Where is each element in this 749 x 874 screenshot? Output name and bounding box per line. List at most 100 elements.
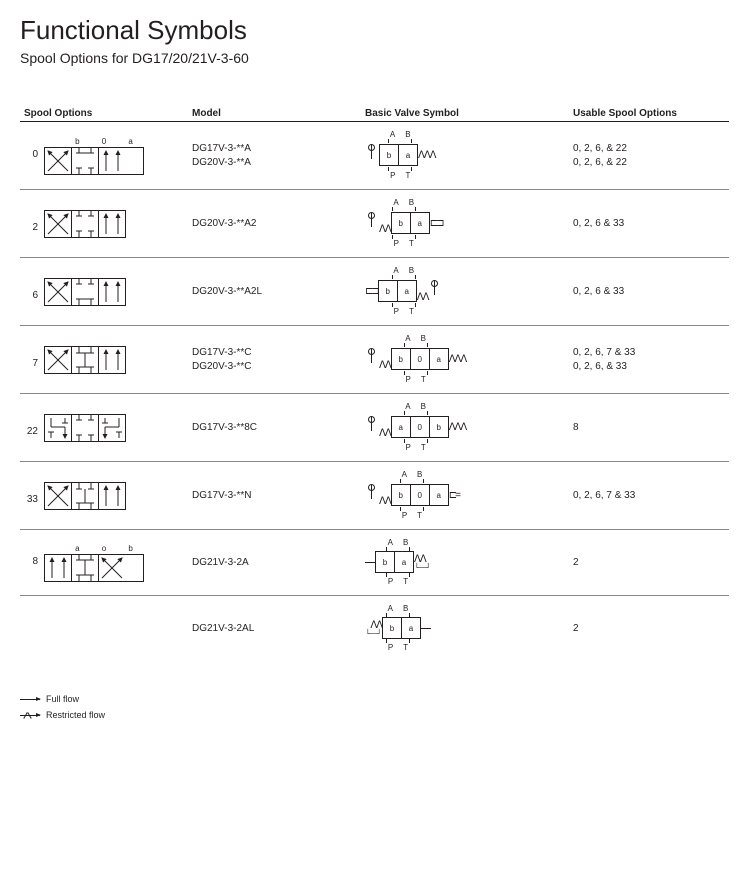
bar-icon xyxy=(421,628,431,629)
valve-symbol-cell: AB ᐱᐱba⊏⊐ PT xyxy=(361,190,569,258)
table-row: 6DG20V-3-**A2LAB⊏⊐baᐱᐱPT0, 2, 6 & 33 xyxy=(20,258,729,326)
detent-icon: ⊏⊐ xyxy=(365,286,378,297)
spool-top-labels: aob xyxy=(64,544,144,554)
spool-options-table: Spool Options Model Basic Valve Symbol U… xyxy=(20,106,729,661)
model-cell: DG17V-3-**ADG20V-3-**A xyxy=(188,122,361,190)
table-row: DG21V-3-2ALABᐱᐱ└─┘baPT2 xyxy=(20,596,729,662)
spool-number: 7 xyxy=(24,346,38,369)
bar-icon xyxy=(365,562,375,563)
valve-box: ba xyxy=(382,617,421,639)
table-row: 7DG17V-3-**CDG20V-3-**CABᐱᐱb0aᐱᐱᐱPT0, 2,… xyxy=(20,326,729,394)
table-row: 22DG17V-3-**8CABᐱᐱa0bᐱᐱᐱPT8 xyxy=(20,394,729,462)
model-cell: DG21V-3-2A xyxy=(188,530,361,596)
pt-labels: PT xyxy=(365,171,436,180)
spool-symbol xyxy=(44,414,126,442)
spring-icon: ᐱᐱ xyxy=(379,360,391,371)
ab-labels: AB xyxy=(365,402,466,411)
spring-icon: ᐱᐱᐱ xyxy=(418,150,436,161)
valve-box: b0a xyxy=(391,484,449,506)
valve-symbol-cell: AB baᐱᐱᐱ PT xyxy=(361,122,569,190)
spool-symbol xyxy=(44,482,126,510)
usable-options-cell: 2 xyxy=(569,530,729,596)
spring-icon: ᐱᐱ xyxy=(379,224,391,235)
spool-top-labels: b0a xyxy=(64,137,144,147)
table-row: 33DG17V-3-**NABᐱᐱb0a⊏=PT0, 2, 6, 7 & 33 xyxy=(20,462,729,530)
ab-labels: AB xyxy=(365,266,442,275)
model-cell: DG21V-3-2AL xyxy=(188,596,361,662)
pt-labels: PT xyxy=(365,375,466,384)
lever-actuator-icon xyxy=(365,483,379,507)
valve-symbol-cell: ABbaᐱᐱ└─┘PT xyxy=(361,530,569,596)
model-cell: DG17V-3-**CDG20V-3-**C xyxy=(188,326,361,394)
spool-symbol xyxy=(44,278,126,306)
spool-symbol xyxy=(44,554,144,582)
header-spool: Spool Options xyxy=(20,106,188,122)
legend-full-label: Full flow xyxy=(46,691,79,707)
spool-symbol xyxy=(44,346,126,374)
lever-actuator-icon xyxy=(365,415,379,439)
pt-labels: PT xyxy=(365,239,442,248)
legend-full-flow: Full flow xyxy=(20,691,729,707)
lever-actuator-icon xyxy=(365,211,379,235)
legend: Full flow Restricted flow xyxy=(20,691,729,723)
detent-icon: ⊏⊐ xyxy=(430,218,443,229)
table-row: 8aobDG21V-3-2AABbaᐱᐱ└─┘PT2 xyxy=(20,530,729,596)
usable-options-cell: 0, 2, 6 & 33 xyxy=(569,190,729,258)
detent-icon: ⊏= xyxy=(449,490,459,501)
lever-actuator-icon xyxy=(365,347,379,371)
pt-labels: PT xyxy=(365,307,442,316)
valve-box: b0a xyxy=(391,348,449,370)
arrow-full-icon xyxy=(20,699,40,700)
spool-number: 0 xyxy=(24,137,38,160)
spool-number: 22 xyxy=(24,414,38,437)
lever-actuator-icon xyxy=(428,279,442,303)
valve-symbol-cell: AB ⊏⊐baᐱᐱ PT xyxy=(361,258,569,326)
page-subtitle: Spool Options for DG17/20/21V-3-60 xyxy=(20,50,729,66)
valve-symbol-cell: ABᐱᐱ└─┘baPT xyxy=(361,596,569,662)
usable-options-cell: 0, 2, 6 & 33 xyxy=(569,258,729,326)
spool-number: 2 xyxy=(24,210,38,233)
valve-symbol-cell: AB ᐱᐱa0bᐱᐱᐱ PT xyxy=(361,394,569,462)
spool-symbol xyxy=(44,147,144,175)
pt-labels: PT xyxy=(365,643,431,652)
usable-options-cell: 2 xyxy=(569,596,729,662)
model-cell: DG20V-3-**A2 xyxy=(188,190,361,258)
spring-icon: ᐱᐱᐱ xyxy=(449,354,467,365)
valve-symbol-cell: ABᐱᐱb0aᐱᐱᐱPT xyxy=(361,326,569,394)
ab-labels: AB xyxy=(365,198,442,207)
spool-number: 33 xyxy=(24,482,38,505)
detent-line-icon: └─┘ xyxy=(414,565,431,571)
header-model: Model xyxy=(188,106,361,122)
spool-number: 6 xyxy=(24,278,38,301)
ab-labels: AB xyxy=(365,470,459,479)
arrow-restricted-icon xyxy=(20,715,40,716)
legend-restricted-label: Restricted flow xyxy=(46,707,105,723)
header-basic: Basic Valve Symbol xyxy=(361,106,569,122)
spring-icon: ᐱᐱᐱ xyxy=(449,422,467,433)
table-row: 0 b0a DG17V-3-**ADG20V-3-**A AB baᐱᐱᐱ PT 0, 2,… xyxy=(20,122,729,190)
model-cell: DG17V-3-**N xyxy=(188,462,361,530)
legend-restricted-flow: Restricted flow xyxy=(20,707,729,723)
usable-options-cell: 8 xyxy=(569,394,729,462)
ab-labels: AB xyxy=(365,604,431,613)
valve-box: ba xyxy=(391,212,430,234)
valve-box: ba xyxy=(379,144,418,166)
pt-labels: PT xyxy=(365,511,459,520)
spool-number: 8 xyxy=(24,544,38,567)
pt-labels: PT xyxy=(365,443,466,452)
spring-icon: ᐱᐱ xyxy=(379,496,391,507)
lever-actuator-icon xyxy=(365,143,379,167)
spool-symbol xyxy=(44,210,126,238)
detent-line-icon: └─┘ xyxy=(365,631,382,637)
valve-symbol-cell: AB ᐱᐱb0a⊏= PT xyxy=(361,462,569,530)
valve-box: ba xyxy=(378,280,417,302)
spring-icon: ᐱᐱ xyxy=(379,428,391,439)
usable-options-cell: 0, 2, 6, & 220, 2, 6, & 22 xyxy=(569,122,729,190)
spring-icon: ᐱᐱ xyxy=(417,292,429,303)
valve-box: a0b xyxy=(391,416,449,438)
ab-labels: AB xyxy=(365,538,431,547)
pt-labels: PT xyxy=(365,577,431,586)
page-title: Functional Symbols xyxy=(20,15,729,46)
ab-labels: AB xyxy=(365,130,436,139)
valve-box: ba xyxy=(375,551,414,573)
